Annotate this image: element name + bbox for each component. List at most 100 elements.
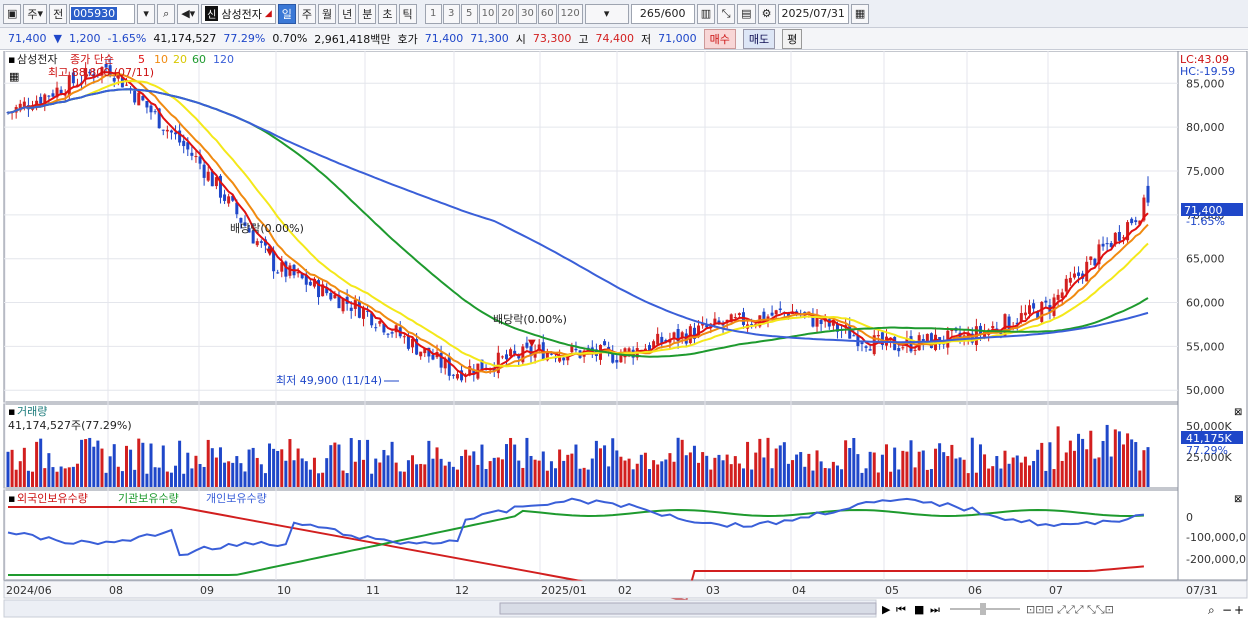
candle-body: [182, 140, 186, 147]
zoom-in-icon[interactable]: +: [1234, 603, 1244, 617]
volume-bar: [946, 456, 950, 487]
volume-bar: [157, 467, 161, 487]
volume-bar: [231, 462, 235, 487]
holding-close-icon[interactable]: ⊠: [1234, 494, 1242, 505]
candle-body: [529, 346, 533, 357]
quick-period-1[interactable]: 1: [424, 3, 442, 24]
quick-period-10[interactable]: 10: [478, 3, 498, 24]
candle-body: [308, 281, 312, 286]
volume-bar: [648, 469, 652, 487]
sell-button[interactable]: 매도: [742, 28, 776, 49]
volume-bar: [492, 457, 496, 487]
candle-body: [141, 96, 145, 101]
interval-tab-4[interactable]: 분: [358, 3, 377, 24]
last-page-icon[interactable]: ⏭: [930, 603, 940, 616]
candle-body: [545, 351, 549, 361]
buy-button[interactable]: 매수: [703, 28, 736, 49]
volume-bar: [950, 444, 954, 487]
quick-period-5[interactable]: 5: [460, 3, 478, 24]
candle-body: [202, 164, 206, 178]
quick-period-20[interactable]: 20: [498, 3, 518, 24]
volume-bar: [1064, 452, 1068, 487]
period-main-select[interactable]: 주 ▾: [23, 3, 48, 24]
volume-bar: [263, 473, 267, 487]
zoom-slider-handle[interactable]: [980, 603, 986, 615]
volume-info: 41,174,527주(77.29%): [8, 419, 132, 432]
bar-count-field[interactable]: 265/600: [630, 3, 695, 24]
y-tick-label: 65,000: [1186, 253, 1225, 266]
code-dropdown-icon[interactable]: ▾: [137, 3, 156, 24]
volume-bar: [59, 466, 63, 487]
quick-period-30[interactable]: 30: [518, 3, 537, 24]
volume-bar: [713, 457, 717, 487]
stock-name-box[interactable]: 신 삼성전자 ◢: [201, 3, 276, 24]
holding-pane-menu-icon[interactable]: ▪: [8, 492, 15, 505]
candle-body: [18, 103, 22, 111]
tool-icons[interactable]: ⊡⊡⊡ ⤢⤢⤢ ⤡⤡⊡: [1026, 603, 1114, 616]
volume-pane-menu-icon[interactable]: ▪: [8, 405, 15, 418]
quick-period-60[interactable]: 60: [537, 3, 557, 24]
scrollbar-thumb[interactable]: [499, 602, 877, 615]
zoom-search-icon[interactable]: ⌕: [1208, 603, 1215, 617]
volume-bar: [999, 468, 1003, 487]
scroll-right-icon[interactable]: ▶: [882, 603, 891, 616]
candle-body: [59, 89, 63, 95]
candle-body: [619, 354, 623, 363]
volume-bar: [18, 461, 22, 487]
quick-period-3[interactable]: 3: [442, 3, 460, 24]
search-icon[interactable]: ⌕: [157, 3, 176, 24]
settings-gear-icon[interactable]: ⚙: [757, 3, 776, 24]
interval-tab-5[interactable]: 초: [378, 3, 397, 24]
interval-tab-1[interactable]: 주: [297, 3, 317, 24]
quick-period-dropdown[interactable]: ▾: [584, 3, 629, 24]
y-tick-label: 75,000: [1186, 165, 1225, 178]
stock-type-select[interactable]: 전: [49, 3, 68, 24]
candle-body: [1036, 311, 1040, 320]
stop-icon[interactable]: ■: [914, 603, 924, 616]
volume-bar: [619, 456, 623, 487]
volume-bar: [390, 441, 394, 487]
save-icon[interactable]: ▤: [737, 3, 756, 24]
candle-type-icon[interactable]: ▥: [696, 3, 716, 24]
candle-body: [1056, 294, 1060, 300]
candle-body: [876, 335, 880, 337]
chart-area[interactable]: ▪ 삼성전자 종가 단순 5 10 20 60 120 ▦ 최고 88,800 …: [0, 51, 1248, 621]
volume-bar: [652, 460, 656, 487]
candle-body: [729, 314, 733, 323]
window-icon[interactable]: ▣: [3, 3, 22, 24]
volume-bar: [63, 468, 67, 487]
candle-body: [897, 348, 901, 352]
calendar-icon[interactable]: ▦: [850, 3, 870, 24]
stock-code-input[interactable]: 005930: [69, 3, 136, 24]
open-label: 시: [515, 32, 526, 46]
volume-bar: [791, 460, 795, 487]
pane-menu-icon[interactable]: ▪: [8, 53, 15, 66]
volume-last-pct: 77.29%: [1186, 444, 1228, 457]
date-field[interactable]: 2025/07/31: [777, 3, 849, 24]
speaker-icon[interactable]: ◀▾: [177, 3, 200, 24]
zoom-out-icon[interactable]: −: [1222, 603, 1232, 617]
first-page-icon[interactable]: ⏮: [896, 603, 906, 616]
quick-period-120[interactable]: 120: [557, 3, 583, 24]
interval-tab-3[interactable]: 년: [338, 3, 357, 24]
volume-close-icon[interactable]: ⊠: [1234, 407, 1242, 418]
interval-tab-6[interactable]: 틱: [398, 3, 417, 24]
last-pct-tag: -1.65%: [1186, 215, 1225, 228]
volume-bar: [766, 437, 770, 487]
volume-bar: [578, 468, 582, 487]
foreign-holding-line: [8, 506, 1144, 602]
interval-tab-0[interactable]: 일: [277, 3, 296, 24]
table-toggle-icon[interactable]: ▦: [9, 70, 19, 83]
candle-body: [284, 261, 288, 277]
candle-body: [43, 94, 47, 105]
eval-button[interactable]: 평: [782, 28, 803, 49]
candle-body: [427, 347, 431, 357]
volume-bar: [496, 457, 500, 487]
volume-bar: [631, 469, 635, 487]
volume-bar: [639, 454, 643, 487]
draw-tool-icon[interactable]: ⤡: [717, 3, 736, 24]
interval-tab-2[interactable]: 월: [318, 3, 337, 24]
candle-body: [1064, 278, 1068, 292]
candle-body: [831, 319, 835, 326]
volume-bar: [754, 452, 758, 487]
